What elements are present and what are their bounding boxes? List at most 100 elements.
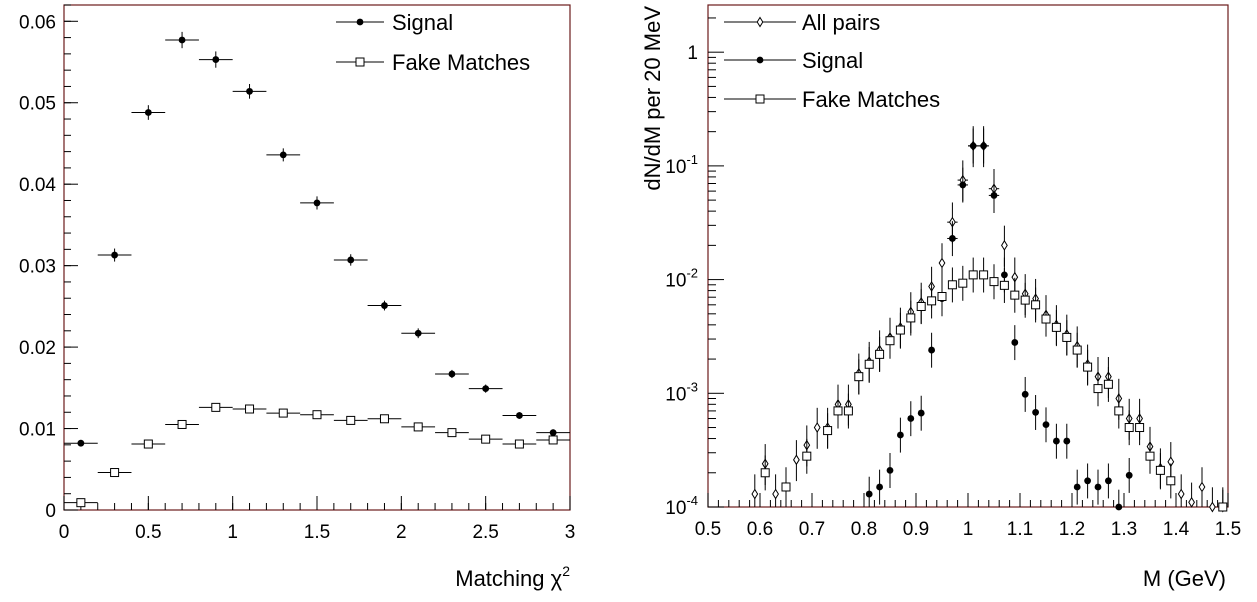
data-point	[938, 257, 946, 269]
x-tick-label: 3	[565, 522, 576, 543]
data-point	[212, 56, 220, 63]
data-point	[549, 429, 557, 437]
data-point	[1063, 437, 1071, 445]
data-point	[928, 346, 935, 354]
data-point	[980, 142, 987, 150]
x-tick-label: 2.5	[472, 522, 498, 543]
data-point	[959, 181, 967, 189]
data-point	[1031, 300, 1041, 310]
data-point	[751, 488, 759, 500]
data-point	[482, 385, 490, 393]
data-point	[1188, 496, 1195, 508]
data-point	[1177, 488, 1185, 500]
data-point	[1021, 390, 1029, 398]
legend-marker	[755, 94, 765, 104]
data-point	[813, 422, 821, 433]
x-tick-label: 1.4	[1163, 519, 1190, 540]
data-point	[772, 488, 779, 500]
x-tick-label: 0.9	[903, 519, 929, 540]
series-all-pairs	[751, 126, 1227, 513]
data-point	[1093, 384, 1103, 394]
data-point	[916, 301, 926, 311]
data-point	[414, 329, 422, 337]
x-tick-label: 1.5	[1215, 519, 1241, 540]
data-point	[949, 235, 956, 242]
data-point	[1083, 362, 1093, 372]
x-tick-label: 0.7	[799, 519, 825, 540]
x-tick-label: 1.5	[304, 522, 330, 543]
data-point	[144, 109, 152, 116]
x-tick-label: 0.5	[695, 519, 721, 540]
legend-marker	[356, 18, 364, 26]
data-point	[1001, 239, 1008, 251]
series-fake-matches	[64, 402, 570, 508]
x-tick-label: 2	[396, 522, 407, 543]
data-point	[346, 415, 356, 425]
data-point	[947, 280, 957, 290]
data-point	[906, 313, 916, 323]
y-tick-label: 0.06	[19, 12, 56, 33]
data-point	[1084, 477, 1091, 485]
y-tick-base: 10	[665, 157, 686, 178]
y-tick-base: 10	[665, 271, 686, 292]
data-point	[1114, 406, 1124, 416]
data-point	[77, 439, 85, 447]
data-point	[1103, 379, 1113, 389]
data-point	[895, 325, 905, 335]
data-point	[548, 435, 558, 445]
y-tick-exponent: -4	[686, 493, 698, 508]
data-point	[1198, 481, 1206, 493]
data-point	[1072, 345, 1082, 355]
x-tick-label: 0.6	[747, 519, 773, 540]
x-axis-label-symbol: χ	[551, 566, 563, 591]
legend: Signal Fake Matches	[336, 10, 530, 75]
y-axis-label: dN/dM per 20 MeV	[640, 6, 665, 191]
data-point	[1010, 290, 1020, 300]
x-axis-label: Matching χ2	[455, 563, 570, 591]
data-point	[1094, 483, 1102, 491]
data-point	[886, 466, 894, 474]
x-tick-label: 1	[227, 522, 238, 543]
series-fake-matches	[760, 257, 1228, 512]
data-point	[823, 426, 833, 436]
data-point	[1011, 339, 1019, 346]
legend: All pairs Signal Fake Matches	[724, 10, 940, 112]
matching-chi2-chart: 0 0.5 1 1.5 2 2.5 3 0 0.01 0.02 0.03 0.04 0.05 0.06 Ma…	[19, 4, 576, 591]
data-point	[864, 359, 874, 369]
y-tick-label: 0.01	[19, 420, 56, 441]
data-point	[1115, 503, 1123, 511]
y-tick-label: 10-1	[665, 152, 698, 178]
data-point	[1145, 451, 1155, 461]
data-point	[1073, 483, 1081, 491]
y-tick-exponent: -1	[686, 152, 698, 167]
plot-frame	[63, 4, 571, 511]
y-tick-label: 1	[687, 43, 698, 64]
y-tick-base: 1	[687, 43, 698, 64]
data-point	[907, 415, 915, 422]
data-point	[1135, 423, 1145, 433]
data-point	[1218, 502, 1228, 512]
data-point	[1124, 423, 1134, 433]
legend-label: All pairs	[802, 10, 880, 35]
legend-marker	[355, 57, 365, 67]
legend-label: Fake Matches	[802, 87, 940, 112]
data-point	[1032, 408, 1039, 416]
data-point	[897, 431, 904, 439]
data-point	[1042, 421, 1050, 429]
data-point	[969, 142, 977, 150]
data-point	[1053, 437, 1060, 445]
data-point	[937, 292, 947, 302]
data-point	[313, 199, 321, 207]
data-point	[802, 451, 812, 461]
x-tick-label: 0.5	[135, 522, 161, 543]
data-point	[177, 419, 187, 429]
y-tick-exponent: -2	[686, 266, 698, 281]
data-point	[110, 468, 120, 478]
data-point	[379, 414, 389, 424]
data-point	[447, 428, 457, 438]
data-point	[999, 280, 1009, 290]
data-point	[843, 406, 853, 416]
x-axis-label: M (GeV)	[1143, 566, 1226, 591]
data-point	[312, 410, 322, 420]
